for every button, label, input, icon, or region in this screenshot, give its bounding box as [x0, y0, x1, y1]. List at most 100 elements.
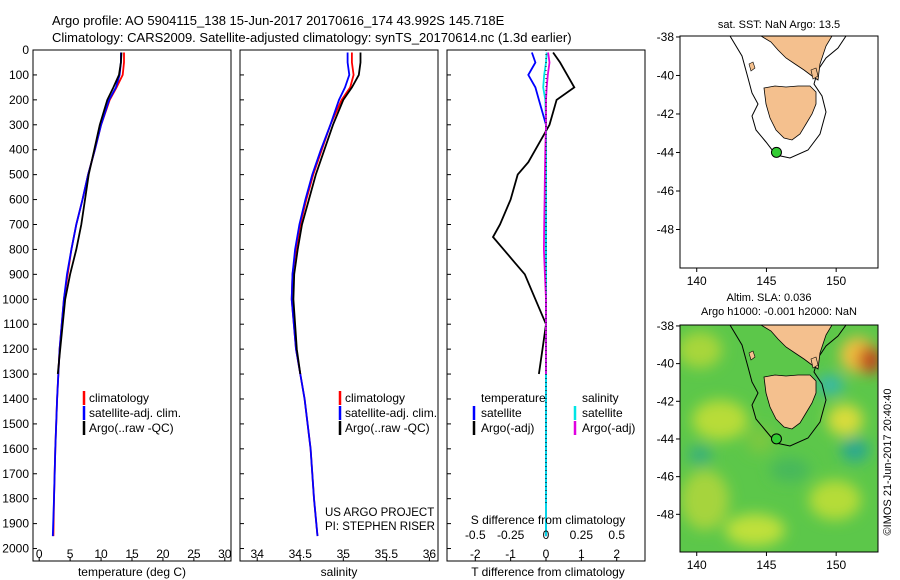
depth-tick-label: 1100 [3, 317, 29, 331]
top-x-tick-label: 0 [543, 528, 550, 542]
difference-xlabel: T difference from climatology [471, 565, 625, 579]
legend-label-argo: Argo(..raw -QC) [89, 421, 174, 435]
map-x-tick-label: 140 [687, 558, 707, 572]
king-island [748, 61, 756, 72]
legend-label-argo: Argo(..raw -QC) [345, 421, 430, 435]
x-tick-label: 2 [613, 547, 620, 561]
depth-tick-label: 1800 [2, 492, 29, 506]
salinity-panel-frame [239, 49, 439, 562]
salinity-plot: 34 34.5 35 35.5 36 [251, 52, 437, 561]
map-y-tick-label: -40 [657, 68, 675, 82]
series-line-satellite-adj-clim- [290, 52, 351, 537]
x-tick-label: 25 [187, 547, 201, 561]
series-line-salinity-satellite [542, 52, 548, 537]
difference-plot: -2 -1 0 1 2 -0.5 -0.25 0 0.25 0.5 [465, 50, 625, 561]
series-line-climatology [290, 52, 355, 537]
map-x-tick-label: 145 [756, 274, 776, 288]
legend-label-satellite: satellite-adj. clim. [345, 406, 437, 420]
x-tick-label: -2 [470, 547, 481, 561]
tasmania [763, 85, 817, 141]
depth-tick-label: 1400 [2, 392, 29, 406]
x-tick-label: 30 [218, 547, 232, 561]
depth-tick-label: 1600 [2, 442, 29, 456]
depth-tick-label: 2000 [2, 542, 29, 556]
depth-axis: 0 100 200 300 400 500 600 700 800 900 1000 1100 1200… [2, 43, 451, 556]
top-x-tick-label: -0.5 [465, 528, 486, 542]
series-line-argo-raw-qc- [56, 52, 123, 375]
depth-tick-label: 0 [22, 43, 29, 57]
map-x-tick-label: 150 [826, 558, 846, 572]
king-island [748, 350, 756, 361]
salinity-legend: climatology satellite-adj. clim. Argo(..… [325, 391, 437, 533]
project-annotation: US ARGO PROJECT [325, 507, 434, 519]
depth-tick-label: 700 [9, 217, 29, 231]
difference-top-xlabel: S difference from climatology [471, 513, 626, 527]
series-line-salinity-argo-adj- [542, 52, 551, 374]
depth-tick-label: 800 [9, 242, 29, 256]
depth-tick-label: 1700 [2, 467, 29, 481]
depth-tick-label: 1200 [2, 342, 29, 356]
x-tick-label: 5 [67, 547, 74, 561]
legend-label-t-satellite: satellite [481, 406, 522, 420]
legend-label-climatology: climatology [89, 391, 149, 405]
x-tick-label: 35.5 [375, 547, 399, 561]
legend-label-satellite: satellite-adj. clim. [89, 406, 181, 420]
map-y-tick-label: -38 [657, 30, 675, 44]
map-y-tick-label: -42 [657, 394, 675, 408]
depth-tick-label: 500 [9, 168, 29, 182]
x-tick-label: 36 [423, 547, 437, 561]
map-bottom-title-2: Argo h1000: -0.001 h2000: NaN [701, 306, 857, 318]
top-x-tick-label: 0.5 [608, 528, 625, 542]
map-bottom-title-1: Altim. SLA: 0.036 [727, 292, 812, 304]
depth-tick-label: 200 [9, 93, 29, 107]
depth-tick-label: 1500 [2, 417, 29, 431]
flinders-island [810, 356, 819, 369]
map-y-tick-label: -42 [657, 107, 675, 121]
legend-title-salinity: salinity [582, 391, 619, 405]
salinity-xlabel: salinity [321, 565, 358, 579]
x-tick-label: 10 [94, 547, 108, 561]
temperature-xlabel: temperature (deg C) [78, 565, 186, 579]
map-top-axes: -38 -40 -42 -44 -46 -48 140 145 150 [657, 30, 847, 288]
x-tick-label: 1 [578, 547, 585, 561]
header-line-1: Argo profile: AO 5904115_138 15-Jun-2017… [52, 13, 505, 28]
depth-tick-label: 1900 [2, 517, 29, 531]
map-y-tick-label: -40 [657, 357, 675, 371]
series-line-argo-raw-qc- [292, 52, 362, 375]
map-y-tick-label: -44 [657, 432, 675, 446]
x-tick-label: -1 [505, 547, 516, 561]
series-line-temperature-argo-adj- [491, 51, 576, 375]
argo-float-marker [770, 433, 782, 445]
map-y-tick-label: -38 [657, 319, 675, 333]
depth-tick-label: 600 [9, 193, 29, 207]
difference-legend: temperature satellite Argo(-adj) salinit… [472, 391, 635, 435]
legend-label-s-satellite: satellite [582, 406, 623, 420]
depth-tick-label: 1300 [2, 367, 29, 381]
temperature-legend: climatology satellite-adj. clim. Argo(..… [82, 391, 181, 435]
depth-tick-label: 900 [9, 267, 29, 281]
depth-tick-label: 1000 [2, 292, 29, 306]
map-y-tick-label: -48 [657, 507, 675, 521]
x-tick-label: 0 [36, 547, 43, 561]
map-top-title: sat. SST: NaN Argo: 13.5 [718, 19, 840, 31]
sla-field [680, 332, 878, 546]
x-tick-label: 34 [251, 547, 265, 561]
series-line-temperature-satellite [527, 52, 547, 537]
map-bottom-axes: -38 -40 -42 -44 -46 -48 140 145 150 [657, 319, 847, 572]
map-y-tick-label: -44 [657, 145, 675, 159]
imos-timestamp: ©IMOS 21-Jun-2017 20:40:40 [882, 389, 894, 536]
argo-float-marker [770, 146, 782, 158]
top-x-tick-label: 0.25 [570, 528, 594, 542]
flinders-island [810, 67, 819, 80]
map-y-tick-label: -46 [657, 470, 675, 484]
legend-label-s-argo: Argo(-adj) [582, 421, 635, 435]
map-x-tick-label: 145 [756, 558, 776, 572]
header-line-2: Climatology: CARS2009. Satellite-adjuste… [52, 30, 572, 45]
tasmania [763, 374, 817, 430]
map-x-tick-label: 150 [826, 274, 846, 288]
legend-label-t-argo: Argo(-adj) [481, 421, 534, 435]
top-x-tick-label: -0.25 [497, 528, 525, 542]
depth-tick-label: 300 [9, 118, 29, 132]
map-y-tick-label: -46 [657, 184, 675, 198]
